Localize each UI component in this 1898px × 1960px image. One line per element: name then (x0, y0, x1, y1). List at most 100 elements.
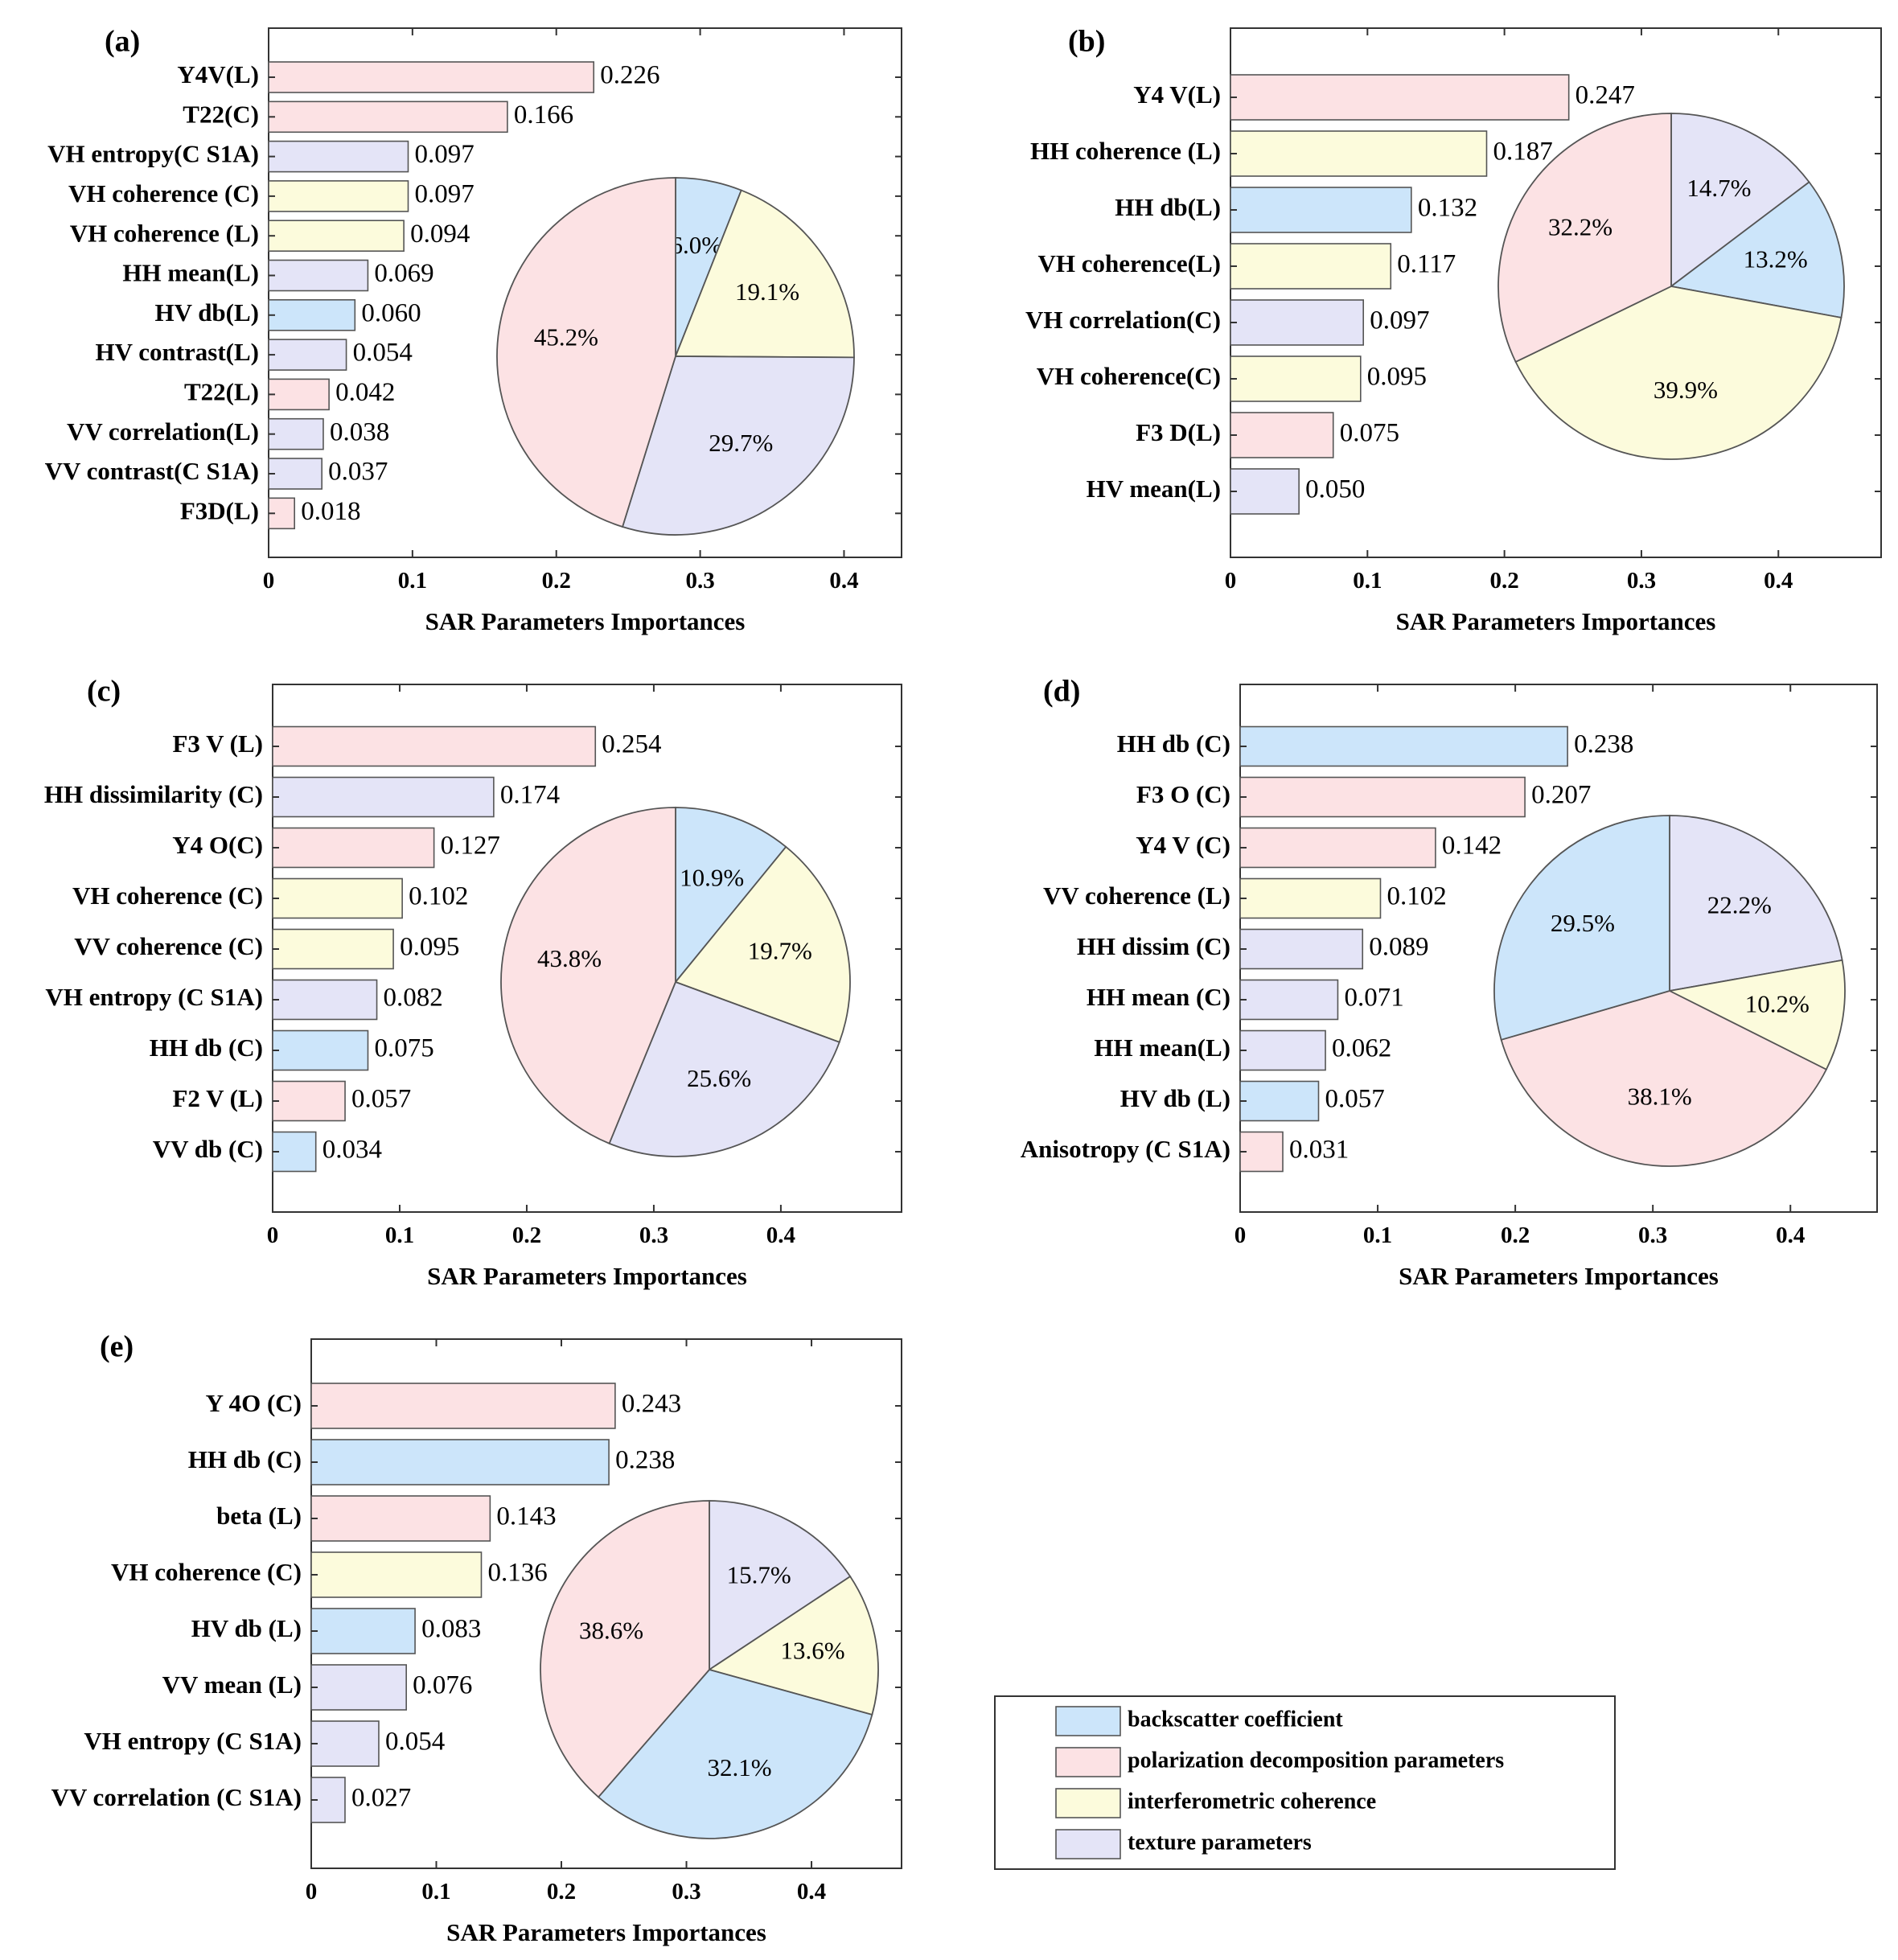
pie-slice-label: 13.2% (1744, 244, 1808, 273)
bar-value-label: 0.243 (622, 1390, 681, 1419)
x-tick-label: 0.1 (385, 1222, 414, 1248)
pie-slice-label: 45.2% (534, 323, 598, 351)
bar-label: F3D(L) (180, 496, 259, 524)
bar (1230, 130, 1488, 177)
pie-slice-label: 39.9% (1654, 376, 1718, 404)
bar-value-label: 0.132 (1418, 194, 1477, 223)
bar-label: HH dissim (C) (1077, 932, 1230, 960)
bar-value-label: 0.207 (1531, 781, 1591, 810)
bar-value-label: 0.238 (615, 1446, 675, 1475)
bar-label: HH db (C) (1117, 729, 1230, 758)
bar-label: HH mean(L) (122, 259, 259, 287)
x-tick-label: 0.3 (672, 1879, 700, 1905)
bar (310, 1720, 380, 1767)
pie-slice-label: 38.6% (579, 1616, 643, 1644)
bar-value-label: 0.042 (335, 378, 395, 407)
bar-label: VV correlation(L) (67, 417, 259, 446)
bar-value-label: 0.187 (1493, 138, 1552, 166)
legend: backscatter coefficient polarization deco… (994, 1695, 1616, 1870)
pie-slice-label: 22.2% (1707, 891, 1772, 919)
bar (1230, 187, 1412, 233)
x-tick-label: 0.3 (685, 568, 714, 594)
bar-label: HH db(L) (1115, 193, 1221, 221)
bar-label: F2 V (L) (172, 1084, 263, 1112)
bar (1230, 355, 1362, 402)
bar-value-label: 0.083 (421, 1615, 481, 1644)
bar-value-label: 0.102 (1387, 882, 1446, 911)
bar (1239, 877, 1382, 919)
pie-slice (500, 807, 676, 1144)
bar-label: VH entropy(C S1A) (47, 140, 259, 168)
bar (272, 725, 597, 767)
bar-value-label: 0.062 (1332, 1034, 1391, 1063)
pie-slice-label: 14.7% (1686, 174, 1751, 202)
bar (272, 776, 495, 818)
bar (310, 1495, 491, 1542)
bar-value-label: 0.054 (353, 339, 413, 368)
bar-label: HV contrast(L) (96, 338, 259, 366)
x-tick-label: 0 (263, 568, 275, 594)
bar-label: HV db(L) (155, 298, 260, 327)
bar-label: HV db (L) (191, 1614, 302, 1642)
pie-slice (608, 980, 840, 1157)
bar-value-label: 0.117 (1397, 250, 1456, 279)
pie-slice (1500, 990, 1828, 1167)
bar (268, 101, 508, 134)
bar-value-label: 0.069 (374, 259, 433, 288)
pie-slice-label: 32.1% (707, 1753, 771, 1781)
bar-value-label: 0.031 (1289, 1136, 1349, 1165)
x-tick-label: 0 (1235, 1222, 1247, 1248)
bar-label: HH mean (C) (1087, 983, 1230, 1011)
bar (310, 1608, 416, 1654)
panel-label: (c) (87, 675, 121, 709)
bar (268, 339, 347, 371)
pie-slice-label: 29.7% (709, 429, 773, 457)
bar-label: F3 V (L) (172, 729, 263, 758)
bar-value-label: 0.050 (1305, 475, 1365, 504)
bar-value-label: 0.166 (514, 101, 573, 129)
pie-slice-label: 32.2% (1548, 212, 1612, 240)
chart-panel: (a) Y4V(L) 0.226 T22(C) 0.166 VH entropy(C S1… (45, 25, 902, 635)
legend-label: interferometric coherence (1128, 1789, 1376, 1814)
pie-slice (597, 1668, 873, 1839)
bar-value-label: 0.071 (1344, 984, 1403, 1013)
bar-value-label: 0.037 (328, 458, 388, 487)
bar (310, 1551, 483, 1598)
pie-slice-label: 15.7% (727, 1560, 791, 1588)
pie-slice (496, 177, 676, 528)
bar-value-label: 0.136 (487, 1559, 547, 1588)
bar-label: VH coherence (C) (111, 1558, 302, 1586)
bar (272, 1029, 369, 1071)
pie-slice (707, 1575, 879, 1716)
bar-value-label: 0.018 (301, 497, 360, 526)
bar-label: Y4 V(L) (1133, 80, 1221, 109)
bar-label: VH entropy (C S1A) (84, 1727, 302, 1755)
x-tick-label: 0.2 (1490, 568, 1519, 594)
x-tick-label: 0.2 (542, 568, 571, 594)
bar-value-label: 0.027 (351, 1784, 411, 1813)
x-axis-label: SAR Parameters Importances (1396, 607, 1716, 635)
bar (1239, 1029, 1326, 1071)
bar-value-label: 0.238 (1574, 730, 1633, 759)
x-tick-label: 0.3 (639, 1222, 668, 1248)
legend-swatch (1055, 1747, 1121, 1777)
bar-label: HH coherence (L) (1030, 137, 1221, 165)
axes-frame (1230, 27, 1882, 558)
bar (268, 140, 409, 173)
bar-value-label: 0.060 (361, 298, 421, 327)
bar (1239, 1080, 1320, 1122)
pie-slice-label: 29.5% (1551, 909, 1615, 937)
panel-label: (a) (105, 25, 140, 59)
chart-panel: (b) Y4 V(L) 0.247 HH coherence (L) 0.187 HH d… (1025, 25, 1882, 635)
bar-label: VH coherence(C) (1037, 362, 1221, 390)
bar (272, 877, 403, 919)
bar-label: HH mean(L) (1094, 1033, 1230, 1062)
legend-label: polarization decomposition parameters (1128, 1748, 1504, 1773)
bar-label: Y4 O(C) (172, 831, 263, 859)
bar-value-label: 0.095 (1367, 363, 1427, 392)
x-tick-label: 0.2 (1501, 1222, 1530, 1248)
bar-value-label: 0.057 (351, 1085, 411, 1114)
bar-value-label: 0.142 (1442, 832, 1502, 861)
x-tick-label: 0.1 (421, 1879, 450, 1905)
